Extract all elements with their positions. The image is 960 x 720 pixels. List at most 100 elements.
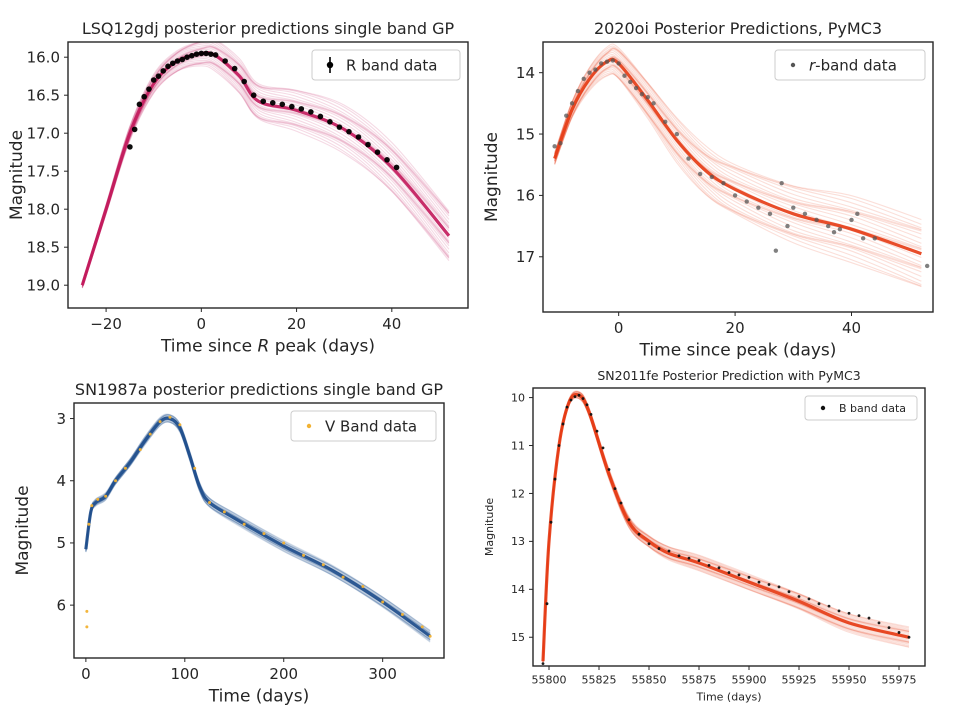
posterior-sample	[85, 421, 431, 642]
legend: R band data	[311, 49, 461, 81]
posterior-sample	[554, 64, 922, 269]
data-point	[208, 51, 214, 57]
data-point	[807, 597, 811, 601]
legend-marker	[820, 405, 826, 411]
y-tick-label: 16.0	[27, 48, 60, 66]
data-point	[651, 101, 656, 106]
data-point	[565, 405, 569, 409]
data-point	[262, 532, 266, 536]
data-point	[384, 157, 390, 163]
data-point	[872, 236, 877, 241]
data-point	[365, 141, 371, 148]
y-axis-label: Magnitude	[13, 485, 33, 575]
data-point	[198, 50, 205, 57]
legend-marker	[326, 61, 334, 69]
legend-label: R band data	[346, 56, 438, 74]
data-points	[552, 58, 930, 269]
legend-label: B band data	[839, 402, 906, 415]
data-point	[146, 86, 152, 92]
x-tick-label: −20	[90, 315, 122, 333]
y-tick-label: 10	[511, 391, 525, 404]
posterior-sample	[85, 413, 431, 632]
data-point	[737, 573, 741, 577]
data-point	[877, 621, 881, 625]
y-tick-label: 16.5	[27, 86, 60, 104]
data-point	[777, 585, 781, 589]
x-tick-label: 55875	[682, 673, 717, 686]
x-tick-label: 40	[842, 319, 861, 337]
plot-frame	[532, 387, 926, 667]
x-tick-label: 20	[287, 315, 306, 333]
data-point	[150, 77, 157, 83]
data-point	[123, 466, 127, 470]
data-point	[341, 575, 345, 579]
data-point	[242, 522, 246, 526]
x-tick-label: 55925	[782, 673, 817, 686]
plot-frame	[73, 402, 445, 659]
x-tick-label: 55850	[632, 673, 667, 686]
data-point	[860, 236, 866, 241]
chart-1: LSQ12gdj posterior predictions single ba…	[7, 19, 469, 356]
data-point	[90, 504, 94, 508]
data-point	[837, 226, 843, 232]
x-tick-label: 55800	[532, 673, 567, 686]
legend: B band data	[804, 395, 918, 421]
posterior-sample	[81, 61, 450, 288]
posterior-sample	[554, 53, 922, 244]
data-point	[855, 211, 860, 217]
posterior-sample	[81, 42, 450, 284]
data-point	[593, 67, 598, 72]
data-point	[744, 199, 749, 204]
data-point	[393, 164, 400, 171]
chart-2: 2020oi Posterior Predictions, PyMC3 0 20 40…	[482, 19, 934, 360]
chart-4: SN2011fe Posterior Prediction with PyMC3…	[483, 368, 926, 703]
x-tick-label: 55950	[832, 673, 867, 686]
legend-box	[774, 49, 926, 81]
x-tick-label: 100	[170, 665, 199, 683]
posterior-sample	[554, 51, 922, 240]
data-point	[607, 468, 611, 471]
posterior-sample	[85, 421, 431, 643]
legend: r-band data	[774, 49, 926, 81]
y-axis-label: Magnitude	[482, 132, 502, 222]
data-point	[169, 60, 176, 67]
y-tick-label: 6	[56, 596, 66, 614]
posterior-sample	[554, 64, 922, 268]
data-point	[158, 420, 162, 424]
data-point	[155, 73, 162, 79]
x-tick-label: 55900	[732, 673, 767, 686]
posterior-sample	[554, 60, 922, 258]
data-point	[193, 51, 200, 57]
y-axis-label: Magnitude	[483, 498, 496, 557]
x-axis-label: Time (days)	[696, 690, 762, 703]
data-point	[298, 106, 305, 112]
y-tick-label: 14	[516, 64, 535, 82]
posterior-sample	[554, 72, 922, 287]
y-tick-label: 5	[56, 534, 66, 552]
data-point	[677, 554, 681, 558]
data-point	[561, 422, 565, 426]
data-point	[599, 61, 604, 66]
y-tick-label: 17	[516, 248, 535, 266]
y-tick-label: 19.0	[27, 276, 60, 294]
data-point	[260, 98, 267, 105]
data-point	[250, 92, 257, 98]
data-point	[837, 609, 841, 613]
posterior-sample	[554, 55, 922, 248]
posterior-sample	[554, 47, 922, 229]
data-point	[96, 497, 100, 501]
x-tick-label: 0	[614, 319, 624, 337]
data-point	[428, 634, 432, 638]
data-point	[707, 563, 711, 567]
posterior-sample	[85, 414, 431, 632]
legend-box	[311, 49, 461, 81]
posterior-sample	[81, 42, 450, 283]
x-axis-label: Time since R peak (days)	[160, 336, 375, 356]
data-point	[791, 205, 796, 210]
legend-box	[804, 395, 918, 421]
data-point	[85, 625, 89, 629]
data-point	[168, 415, 172, 419]
data-point	[924, 263, 930, 269]
data-point	[587, 70, 592, 75]
data-point	[165, 63, 171, 70]
